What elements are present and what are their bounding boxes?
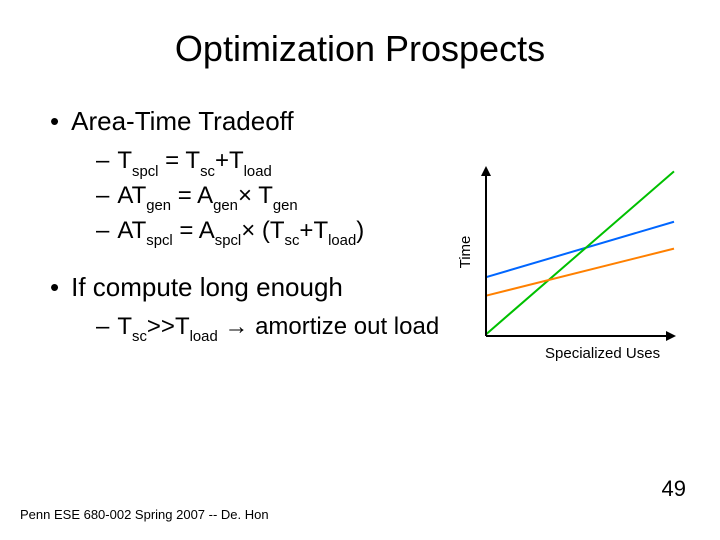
equation-text: ATgen = Agen× Tgen (117, 180, 297, 215)
equation-text: ATspcl = Aspcl× (Tsc+Tload) (117, 215, 364, 250)
svg-text:Specialized Uses: Specialized Uses (545, 345, 660, 362)
footer-text: Penn ESE 680-002 Spring 2007 -- De. Hon (20, 507, 269, 522)
bullet-area-time: • Area-Time Tradeoff (50, 106, 680, 137)
bullet-dot: • (50, 272, 59, 303)
page-number: 49 (662, 476, 686, 502)
dash-icon: – (96, 180, 109, 215)
bullet-text: Area-Time Tradeoff (71, 106, 294, 137)
tradeoff-chart: Time Specialized Uses (452, 160, 682, 370)
equation-text: Tspcl = Tsc+Tload (117, 145, 271, 180)
dash-icon: – (96, 145, 109, 180)
bullet-text: If compute long enough (71, 272, 343, 303)
bullet-dot: • (50, 106, 59, 137)
svg-text:Time: Time (457, 236, 474, 269)
dash-icon: – (96, 311, 109, 346)
dash-icon: – (96, 215, 109, 250)
chart-svg: Time Specialized Uses (452, 160, 682, 370)
slide-title: Optimization Prospects (40, 28, 680, 70)
equation-text: Tsc>>Tload → amortize out load (117, 311, 439, 346)
